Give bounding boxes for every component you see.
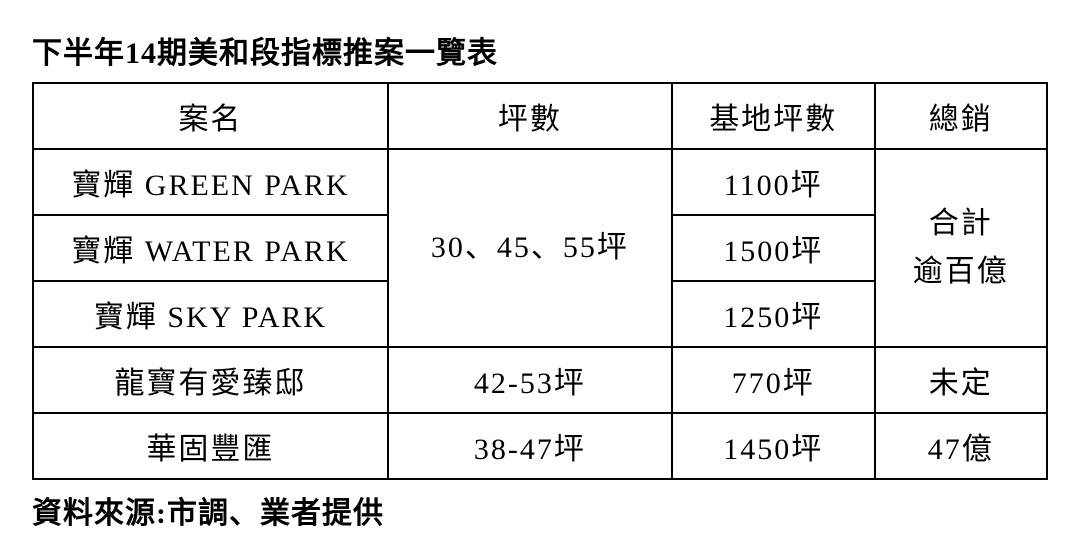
source-note: 資料來源:市調、業者提供 — [32, 488, 1048, 532]
cell-name: 華固豐匯 — [33, 413, 388, 479]
header-ping: 坪數 — [388, 83, 672, 149]
cell-name: 寶輝 SKY PARK — [33, 281, 388, 347]
table-row: 華固豐匯 38-47坪 1450坪 47億 — [33, 413, 1047, 479]
cell-base-ping: 1100坪 — [672, 149, 875, 215]
header-base-ping: 基地坪數 — [672, 83, 875, 149]
cell-total-sales: 未定 — [875, 347, 1047, 413]
cell-base-ping: 1250坪 — [672, 281, 875, 347]
projects-table: 案名 坪數 基地坪數 總銷 寶輝 GREEN PARK 30、45、55坪 11… — [32, 82, 1048, 480]
header-name: 案名 — [33, 83, 388, 149]
cell-base-ping: 770坪 — [672, 347, 875, 413]
table-row: 寶輝 GREEN PARK 30、45、55坪 1100坪 合計逾百億 — [33, 149, 1047, 215]
page-title: 下半年14期美和段指標推案一覽表 — [32, 28, 1048, 72]
cell-base-ping: 1450坪 — [672, 413, 875, 479]
cell-ping-merged: 30、45、55坪 — [388, 149, 672, 347]
cell-ping: 38-47坪 — [388, 413, 672, 479]
cell-base-ping: 1500坪 — [672, 215, 875, 281]
cell-total-merged: 合計逾百億 — [875, 149, 1047, 347]
cell-total-sales: 47億 — [875, 413, 1047, 479]
cell-name: 寶輝 GREEN PARK — [33, 149, 388, 215]
cell-name: 龍寶有愛臻邸 — [33, 347, 388, 413]
table-header-row: 案名 坪數 基地坪數 總銷 — [33, 83, 1047, 149]
header-total-sales: 總銷 — [875, 83, 1047, 149]
cell-name: 寶輝 WATER PARK — [33, 215, 388, 281]
cell-ping: 42-53坪 — [388, 347, 672, 413]
table-row: 龍寶有愛臻邸 42-53坪 770坪 未定 — [33, 347, 1047, 413]
